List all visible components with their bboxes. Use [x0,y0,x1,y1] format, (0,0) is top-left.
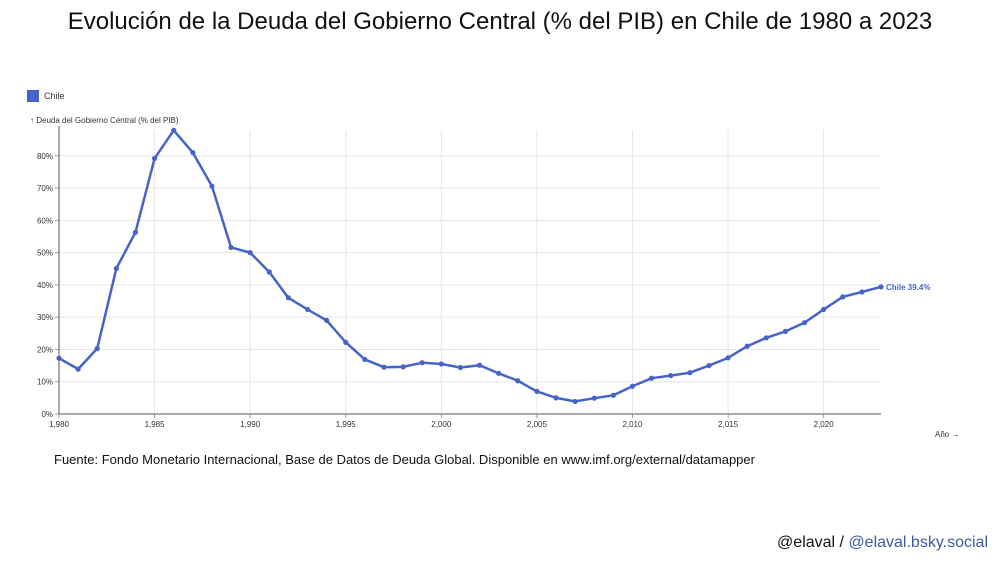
data-point [304,306,311,313]
y-tick-label: 70% [37,184,53,193]
end-label: Chile 39.4% [886,283,930,292]
x-axis-label: Año → [935,430,959,439]
series-line-chile [58,129,882,403]
data-point [247,250,253,256]
credit-handle[interactable]: @elaval [777,534,836,551]
data-point [438,361,444,367]
x-tick-label: 1,995 [336,420,357,429]
y-tick-label: 10% [37,378,53,387]
x-tick-label: 1,990 [240,420,261,429]
data-point [534,388,540,395]
data-point [840,294,846,300]
x-tick-label: 1,980 [49,420,70,429]
y-tick-label: 30% [37,313,53,322]
data-point [629,383,636,389]
x-tick-label: 2,010 [622,420,643,429]
data-point [209,183,215,189]
data-point [782,328,789,334]
data-point [132,229,139,235]
data-point [457,364,464,371]
data-point [362,356,368,363]
data-point [285,295,291,301]
y-axis-label: ↑ Deuda del Gobierno Central (% del PIB) [30,116,179,125]
axes [58,126,881,415]
data-point [266,269,272,275]
x-tick-label: 2,015 [718,420,739,429]
data-point [476,362,483,368]
data-point [591,395,597,401]
data-point [763,335,769,341]
data-point [878,284,884,290]
grid [59,130,881,414]
data-point [228,244,234,251]
y-tick-label: 60% [37,216,53,225]
page-title: Evolución de la Deuda del Gobierno Centr… [67,8,933,35]
data-point [821,306,827,313]
data-point [725,355,731,361]
data-point [381,364,387,370]
data-point [668,372,674,379]
credit-separator: / [835,534,849,551]
y-tick-label: 80% [37,152,53,161]
x-tick-label: 2,000 [431,420,452,429]
data-point [94,345,100,352]
data-point [496,370,502,376]
legend: Chile [27,90,65,102]
data-point [859,289,865,295]
data-point [56,355,62,361]
data-point [706,362,712,369]
y-tick-label: 50% [37,249,53,258]
x-tick-label: 2,020 [814,420,835,429]
data-point [744,343,750,349]
source-note: Fuente: Fondo Monetario Internacional, B… [54,452,755,467]
legend-swatch [27,90,39,102]
data-point [515,378,521,384]
data-point [343,339,349,345]
data-point [113,265,119,272]
data-point [324,317,330,324]
data-point [572,398,578,405]
credit-bsky-link[interactable]: @elaval.bsky.social [848,534,988,551]
y-tick-label: 0% [41,410,53,419]
data-point [610,392,616,398]
y-tick-label: 40% [37,281,53,290]
data-point [171,127,177,133]
x-tick-label: 1,985 [145,420,166,429]
x-tick-label: 2,005 [527,420,548,429]
legend-label: Chile [44,91,65,101]
credit: @elaval / @elaval.bsky.social [777,534,988,552]
data-point [419,360,425,366]
data-point [75,366,81,372]
data-point [553,395,559,401]
y-tick-label: 20% [37,345,53,354]
data-point [649,375,655,381]
data-point [400,364,406,370]
series: Chile 39.4% [56,127,930,405]
data-point [801,320,808,326]
ticks: 0% 10% 20% 30% 40% 50% 60% 70% 80% 1,980 1,985 1,99… [37,152,834,429]
data-point [190,149,196,156]
data-point [151,155,158,161]
data-point [687,370,693,376]
